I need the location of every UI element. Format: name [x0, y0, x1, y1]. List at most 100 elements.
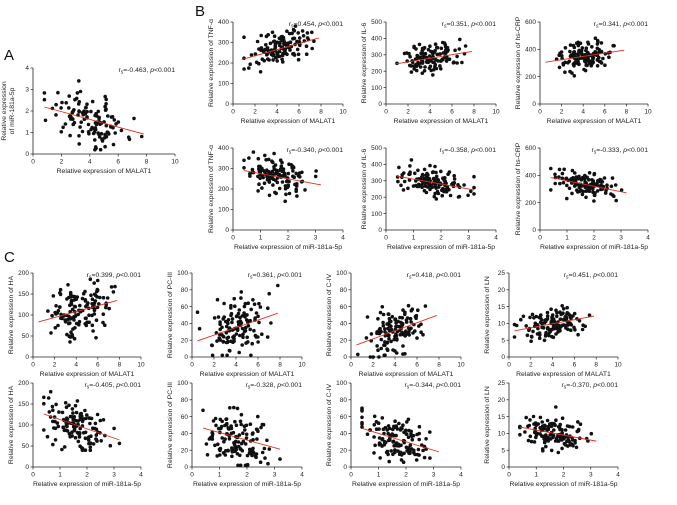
- data-point: [98, 295, 102, 300]
- correlation-stat: rs=0.451, p<0.001: [564, 272, 619, 281]
- data-point: [250, 167, 255, 172]
- data-point: [90, 313, 94, 318]
- x-tick-label: 0: [349, 362, 353, 369]
- x-tick-label: 4: [551, 362, 555, 369]
- data-point: [85, 413, 89, 417]
- data-point: [73, 304, 78, 309]
- data-point: [262, 58, 267, 63]
- data-point: [414, 313, 419, 318]
- data-point: [276, 172, 281, 177]
- data-point: [69, 330, 73, 335]
- data-point: [398, 315, 402, 320]
- data-point: [399, 443, 403, 448]
- data-point: [139, 134, 144, 139]
- x-tick-label: 10: [298, 362, 306, 369]
- y-tick-label: 5: [501, 337, 505, 344]
- data-point: [393, 335, 398, 340]
- data-point: [576, 43, 581, 48]
- data-point: [49, 331, 53, 335]
- data-point: [594, 183, 599, 187]
- data-point: [103, 144, 107, 149]
- data-point: [526, 438, 531, 443]
- data-point: [43, 118, 48, 123]
- data-point: [313, 174, 318, 179]
- data-point: [580, 192, 585, 197]
- data-point: [573, 328, 577, 332]
- x-tick-label: 6: [297, 109, 301, 116]
- data-point: [386, 312, 391, 317]
- data-point: [372, 451, 376, 455]
- data-point: [409, 70, 414, 74]
- data-point: [409, 158, 414, 162]
- data-point: [545, 310, 550, 315]
- data-point: [403, 334, 408, 338]
- data-point: [46, 396, 51, 400]
- data-point: [401, 188, 406, 192]
- data-point: [42, 428, 46, 432]
- data-point: [374, 420, 379, 424]
- data-point: [268, 41, 273, 46]
- x-tick-label: 1: [534, 472, 538, 479]
- x-tick-label: 8: [625, 109, 629, 116]
- data-point: [238, 463, 243, 468]
- regression-line: [361, 427, 440, 453]
- data-point: [230, 320, 234, 325]
- data-point: [372, 414, 377, 419]
- data-point: [562, 323, 566, 327]
- data-point: [531, 414, 536, 419]
- data-point: [523, 430, 527, 434]
- y-tick-label: 100: [18, 312, 29, 319]
- data-point: [414, 68, 419, 73]
- data-point: [227, 437, 232, 441]
- data-point: [545, 418, 550, 423]
- data-point: [247, 156, 251, 160]
- data-point: [238, 333, 242, 338]
- data-point: [258, 70, 263, 74]
- data-point: [91, 329, 95, 333]
- y-tick-label: 300: [218, 40, 229, 47]
- y-tick-label: 300: [218, 166, 229, 173]
- data-point: [239, 447, 243, 452]
- y-tick-label: 1: [25, 130, 29, 137]
- data-point: [422, 455, 427, 460]
- data-point: [195, 310, 200, 315]
- data-point: [426, 47, 431, 52]
- x-tick-label: 6: [603, 109, 607, 116]
- data-point: [288, 48, 292, 52]
- data-point: [210, 432, 215, 436]
- data-point: [229, 431, 234, 436]
- data-point: [412, 64, 417, 68]
- data-point: [267, 58, 271, 62]
- x-tick-label: 2: [253, 109, 257, 116]
- x-tick-label: 0: [31, 362, 35, 369]
- data-point: [604, 188, 608, 193]
- data-point: [290, 31, 294, 36]
- data-point: [213, 416, 218, 421]
- data-point: [72, 294, 77, 299]
- data-point: [242, 304, 247, 309]
- data-point: [101, 312, 106, 317]
- data-point: [546, 439, 550, 443]
- data-point: [405, 420, 409, 424]
- data-point: [549, 307, 553, 312]
- data-point: [553, 181, 557, 186]
- data-point: [595, 38, 600, 43]
- data-point: [215, 339, 219, 343]
- data-point: [592, 172, 596, 177]
- data-point: [96, 109, 101, 114]
- data-point: [85, 320, 89, 325]
- data-point: [457, 194, 462, 199]
- data-point: [249, 353, 253, 358]
- data-point: [387, 336, 391, 341]
- x-tick-label: 0: [190, 362, 194, 369]
- data-point: [70, 434, 74, 438]
- data-point: [232, 446, 237, 451]
- data-point: [233, 304, 237, 309]
- data-point: [570, 191, 574, 196]
- data-point: [50, 404, 55, 409]
- data-point: [210, 353, 215, 358]
- data-point: [98, 418, 103, 423]
- data-point: [111, 142, 116, 147]
- data-point: [280, 160, 284, 165]
